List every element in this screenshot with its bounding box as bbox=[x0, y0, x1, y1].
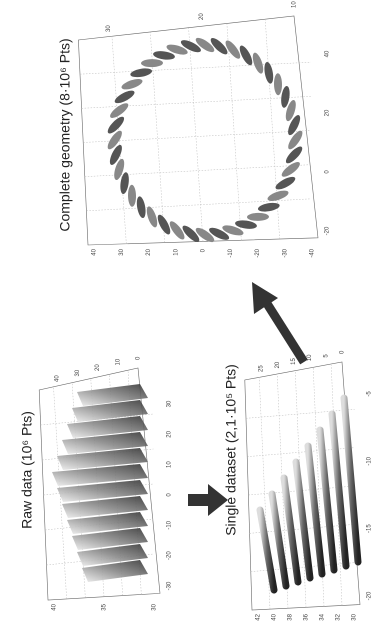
z-tick-label: 36 bbox=[304, 613, 310, 620]
y-tick-label: 10 bbox=[292, 1, 298, 8]
x-tick-label: 20 bbox=[325, 109, 331, 116]
ring-segment bbox=[145, 205, 160, 228]
z-tick-label: 20 bbox=[146, 248, 152, 255]
x-tick-label: -30 bbox=[167, 581, 173, 590]
ring-segment bbox=[120, 77, 143, 92]
z-tick-label: 34 bbox=[320, 613, 326, 620]
panel: Raw data (10⁶ Pts) 40 35 30 -30 -20 -10 0 10 20 30… bbox=[19, 356, 173, 611]
z-tick-label: 32 bbox=[336, 613, 342, 620]
z-tick-label: 10 bbox=[173, 248, 179, 255]
ring-segment bbox=[105, 114, 126, 135]
z-tick-label: 40 bbox=[52, 603, 58, 610]
x-tick-label: 10 bbox=[167, 461, 173, 468]
figure: Raw data (10⁶ Pts) 40 35 30 -30 -20 -10 0 10 20 30… bbox=[0, 0, 376, 640]
ring-segment bbox=[135, 196, 147, 219]
x-tick-label: 20 bbox=[167, 430, 173, 437]
grid-line bbox=[189, 28, 203, 241]
y-tick-label: 30 bbox=[106, 25, 112, 32]
x-tick-label: 0 bbox=[325, 170, 331, 174]
z-tick-label: 38 bbox=[288, 613, 294, 620]
ring-segment bbox=[247, 213, 269, 221]
z-tick-label: -30 bbox=[282, 248, 288, 257]
arrow-up-right bbox=[252, 282, 304, 362]
panel-title: Single dataset (2,1·10⁵ Pts) bbox=[223, 364, 239, 536]
z-tick-label: 35 bbox=[102, 603, 108, 610]
ring-segment bbox=[113, 88, 136, 105]
ring-segment bbox=[128, 185, 136, 207]
x-tick-label: 40 bbox=[325, 50, 331, 57]
ring-segment bbox=[274, 174, 297, 191]
y-tick-label: 20 bbox=[275, 361, 281, 368]
z-tick-label: 30 bbox=[352, 613, 358, 620]
z-tick-label: 30 bbox=[152, 603, 158, 610]
ring-segment bbox=[274, 73, 282, 95]
x-tick-label: -5 bbox=[367, 391, 373, 397]
panel-title: Raw data (10⁶ Pts) bbox=[19, 411, 35, 529]
y-tick-label: 40 bbox=[55, 375, 61, 382]
x-tick-label: -20 bbox=[325, 226, 331, 235]
x-tick-label: -10 bbox=[367, 456, 373, 465]
panel: Single dataset (2,1·10⁵ Pts) 42 40 38 36 34 32… bbox=[223, 350, 373, 621]
rotated-figure: Raw data (10⁶ Pts) 40 35 30 -30 -20 -10 0 10 20 30… bbox=[19, 1, 373, 621]
z-tick-label: 40 bbox=[92, 248, 98, 255]
y-tick-label: 25 bbox=[259, 365, 265, 372]
z-tick-label: -40 bbox=[310, 248, 316, 257]
z-tick-label: 42 bbox=[256, 613, 262, 620]
ring-segment bbox=[257, 201, 280, 213]
x-tick-label: -15 bbox=[367, 524, 373, 533]
y-tick-label: 10 bbox=[115, 358, 121, 365]
x-tick-label: 0 bbox=[167, 493, 173, 497]
z-tick-label: 30 bbox=[119, 248, 125, 255]
z-tick-label: -10 bbox=[228, 248, 234, 257]
x-tick-label: -20 bbox=[167, 551, 173, 560]
ring-segment bbox=[263, 61, 275, 84]
y-tick-label: 10 bbox=[307, 354, 313, 361]
y-tick-label: 5 bbox=[323, 354, 329, 358]
tube bbox=[260, 510, 274, 590]
z-tick-label: 0 bbox=[201, 248, 207, 252]
y-tick-label: 0 bbox=[340, 350, 346, 354]
x-tick-label: -20 bbox=[367, 591, 373, 600]
ring-segment bbox=[108, 101, 130, 121]
ring-segment bbox=[280, 160, 302, 180]
ring-segment bbox=[284, 144, 305, 165]
x-tick-label: 30 bbox=[167, 400, 173, 407]
panel-title: Complete geometry (8·10⁶ Pts) bbox=[57, 38, 73, 231]
panel: Complete geometry (8·10⁶ Pts) 40 30 20 10 0 -1… bbox=[57, 1, 331, 258]
y-tick-label: 15 bbox=[291, 357, 297, 364]
y-tick-label: 20 bbox=[199, 13, 205, 20]
z-tick-label: 40 bbox=[272, 613, 278, 620]
ring-segment bbox=[251, 51, 266, 74]
y-tick-label: 0 bbox=[136, 356, 142, 360]
y-tick-label: 30 bbox=[75, 369, 81, 376]
ring-segment bbox=[130, 67, 153, 79]
y-tick-label: 20 bbox=[95, 364, 101, 371]
x-tick-label: -10 bbox=[167, 520, 173, 529]
z-tick-label: -20 bbox=[255, 248, 261, 257]
ring-segment bbox=[141, 59, 163, 67]
grid-line bbox=[246, 409, 355, 418]
